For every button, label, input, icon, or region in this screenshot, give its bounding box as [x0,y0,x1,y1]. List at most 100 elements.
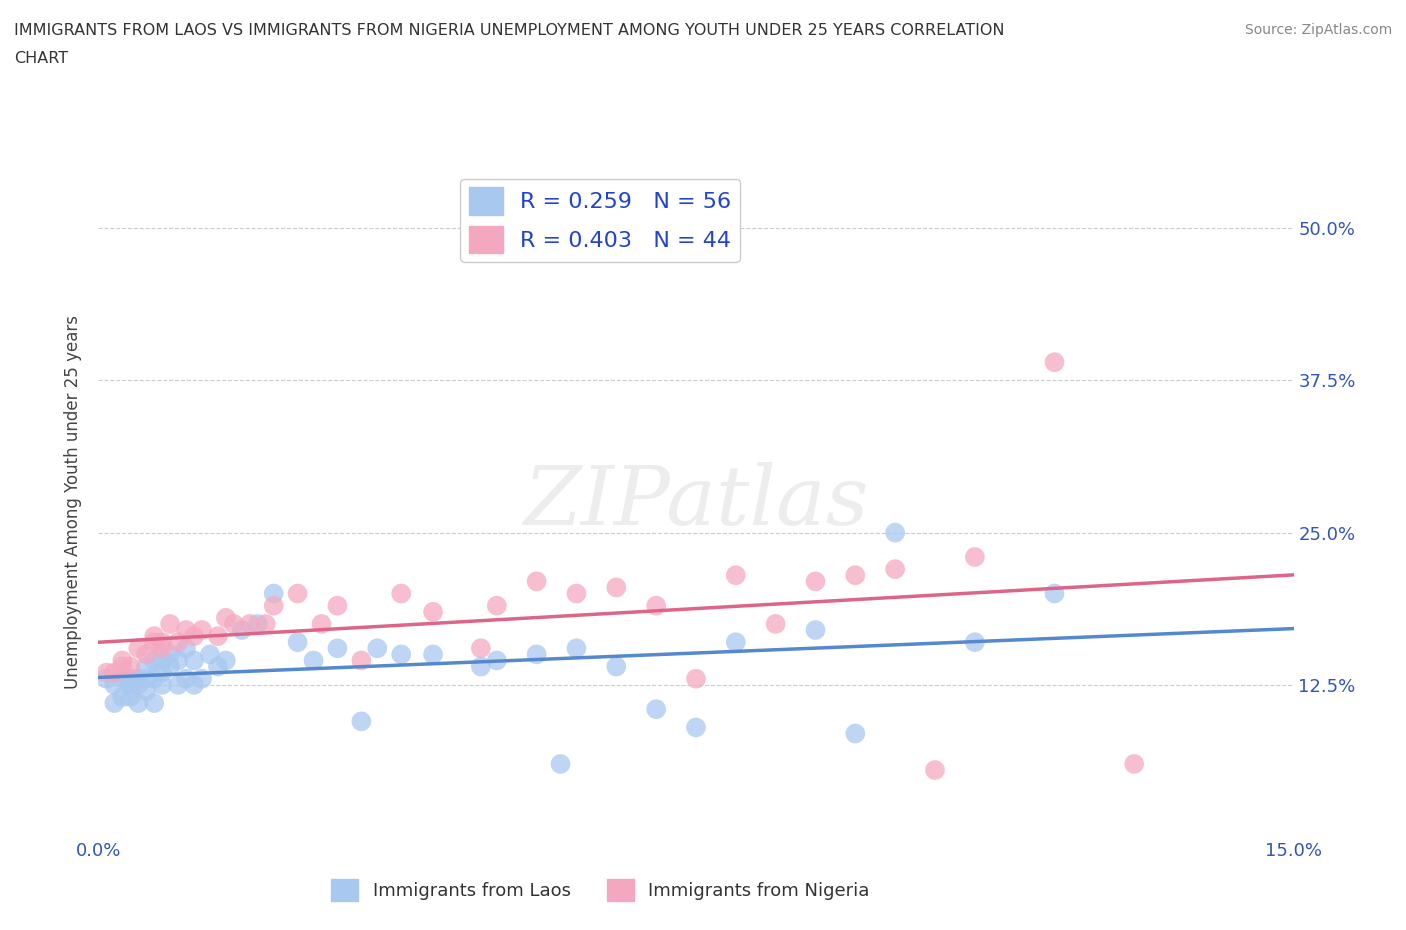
Point [804,574,827,589]
Point [159,659,181,674]
Point [287,635,309,650]
Point [302,653,325,668]
Point [198,647,221,662]
Point [326,598,349,613]
Point [120,689,142,704]
Point [685,671,707,686]
Point [183,677,205,692]
Point [127,696,149,711]
Point [844,726,866,741]
Point [135,647,157,662]
Point [311,617,333,631]
Point [645,702,668,717]
Y-axis label: Unemployment Among Youth under 25 years: Unemployment Among Youth under 25 years [65,315,83,689]
Point [605,580,627,595]
Point [724,568,747,583]
Point [183,629,205,644]
Point [207,629,229,644]
Point [150,665,173,680]
Point [526,647,548,662]
Point [111,671,134,686]
Point [215,653,238,668]
Point [150,653,173,668]
Point [1043,354,1066,369]
Point [254,617,277,631]
Point [239,617,262,631]
Point [215,610,238,625]
Point [167,677,190,692]
Point [143,696,166,711]
Point [963,635,986,650]
Point [326,641,349,656]
Text: CHART: CHART [14,51,67,66]
Point [111,659,134,674]
Point [150,677,173,692]
Point [174,641,197,656]
Point [263,586,285,601]
Point [263,598,285,613]
Point [135,684,157,698]
Point [470,641,492,656]
Point [222,617,245,631]
Text: Source: ZipAtlas.com: Source: ZipAtlas.com [1244,23,1392,37]
Point [605,659,627,674]
Point [884,562,907,577]
Text: ZIPatlas: ZIPatlas [523,462,869,542]
Point [389,586,412,601]
Point [143,629,166,644]
Point [246,617,269,631]
Point [485,598,508,613]
Point [191,671,214,686]
Point [143,635,166,650]
Point [565,586,588,601]
Point [924,763,946,777]
Point [565,641,588,656]
Point [207,659,229,674]
Point [159,647,181,662]
Point [183,653,205,668]
Point [103,696,125,711]
Legend: Immigrants from Laos, Immigrants from Nigeria: Immigrants from Laos, Immigrants from Ni… [323,871,877,909]
Point [1123,756,1146,771]
Point [470,659,492,674]
Point [422,647,444,662]
Point [389,647,412,662]
Point [111,689,134,704]
Point [150,635,173,650]
Point [1043,586,1066,601]
Point [135,659,157,674]
Point [103,665,125,680]
Point [350,714,373,729]
Point [174,671,197,686]
Point [120,659,142,674]
Point [143,671,166,686]
Point [143,653,166,668]
Point [167,635,190,650]
Point [550,756,572,771]
Point [96,665,118,680]
Point [844,568,866,583]
Point [804,622,827,637]
Point [174,622,197,637]
Point [127,641,149,656]
Point [485,653,508,668]
Point [120,671,142,686]
Point [287,586,309,601]
Point [159,617,181,631]
Point [645,598,668,613]
Point [366,641,388,656]
Point [150,641,173,656]
Point [765,617,787,631]
Point [111,653,134,668]
Point [422,604,444,619]
Point [724,635,747,650]
Point [127,671,149,686]
Point [884,525,907,540]
Text: IMMIGRANTS FROM LAOS VS IMMIGRANTS FROM NIGERIA UNEMPLOYMENT AMONG YOUTH UNDER 2: IMMIGRANTS FROM LAOS VS IMMIGRANTS FROM … [14,23,1004,38]
Point [167,653,190,668]
Point [231,622,253,637]
Point [526,574,548,589]
Point [963,550,986,565]
Point [135,671,157,686]
Point [191,622,214,637]
